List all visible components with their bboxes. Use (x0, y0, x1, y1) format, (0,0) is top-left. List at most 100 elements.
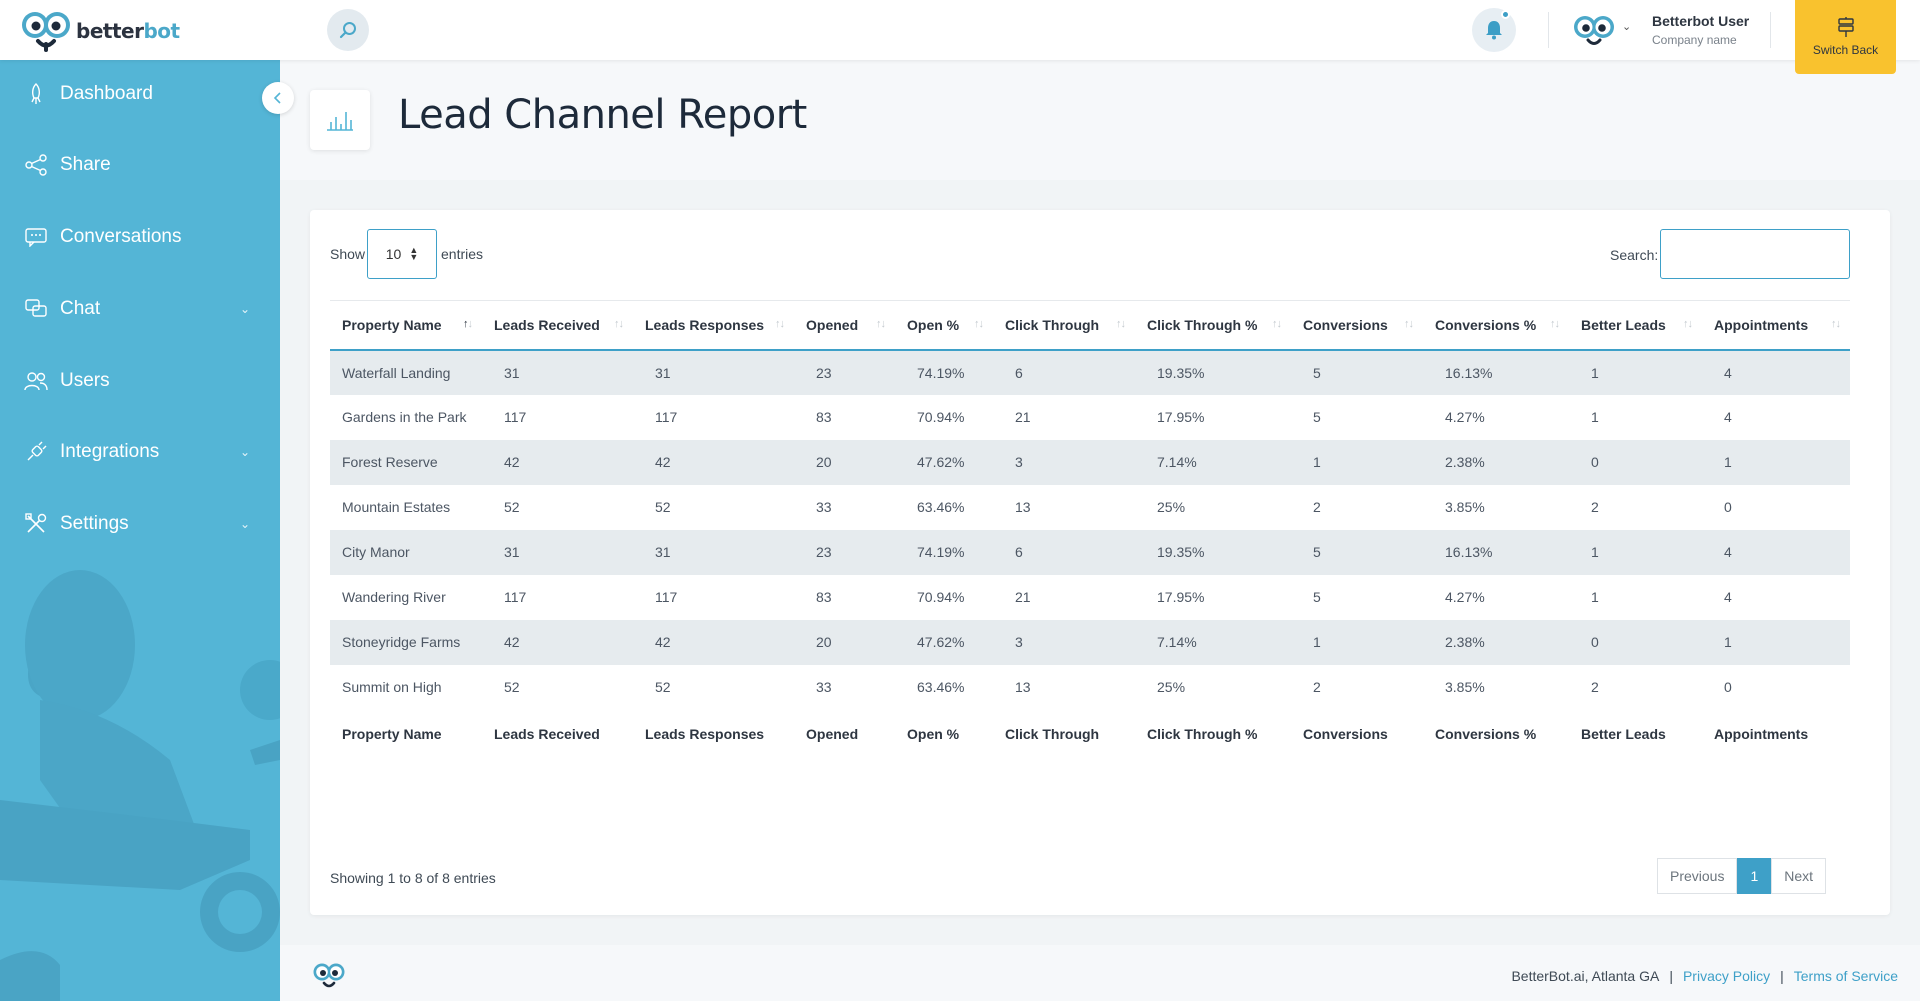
cell-opened: 33 (816, 499, 832, 515)
column-header-conversions[interactable]: Conversions ↑↓ (1291, 300, 1423, 351)
bell-icon (1486, 21, 1502, 40)
cell-click-through: 13 (1015, 679, 1031, 695)
cell-better-leads: 1 (1569, 529, 1702, 575)
pagination-next-button[interactable]: Next (1771, 858, 1827, 894)
sidebar-item-share[interactable]: Share (0, 143, 280, 187)
chevron-down-icon: ⌄ (240, 517, 251, 531)
global-search-button[interactable] (327, 9, 369, 51)
table-row: Forest Reserve 42 42 20 47.62% 3 7.14% 1… (330, 439, 1850, 485)
table-row: Mountain Estates 52 52 33 63.46% 13 25% … (330, 485, 1850, 530)
cell-leads-responses: 117 (655, 409, 678, 425)
cell-leads-responses: 31 (633, 349, 794, 395)
terms-of-service-link[interactable]: Terms of Service (1793, 968, 1898, 984)
sort-icon: ↑↓ (1550, 318, 1560, 330)
user-avatar[interactable] (1572, 10, 1616, 50)
page-title-bar (280, 60, 1920, 180)
cell-open-percent: 47.62% (895, 439, 993, 485)
cell-click-through: 21 (1015, 409, 1031, 425)
sidebar-item-label: Settings (60, 513, 129, 534)
cell-open-percent: 70.94% (917, 589, 965, 605)
pagination-page-button[interactable]: 1 (1737, 858, 1772, 894)
sidebar-item-dashboard[interactable]: Dashboard (0, 72, 280, 116)
cell-open-percent: 74.19% (895, 349, 993, 395)
column-header-click-through[interactable]: Click Through ↑↓ (993, 300, 1135, 351)
cell-leads-received: 117 (504, 589, 527, 605)
sidebar-collapse-button[interactable] (262, 82, 294, 114)
page-title: Lead Channel Report (398, 92, 807, 138)
sidebar-item-users[interactable]: Users (0, 359, 280, 403)
cell-opened: 83 (816, 589, 832, 605)
cell-opened: 83 (816, 409, 832, 425)
cell-opened: 20 (794, 439, 895, 485)
cell-conversions: 5 (1291, 529, 1423, 575)
cell-leads-responses: 52 (655, 499, 671, 515)
show-label: Show (330, 246, 366, 262)
cell-leads-received: 52 (504, 499, 520, 515)
switch-back-button[interactable]: Switch Back (1795, 0, 1896, 74)
table-footer-row: Property Name Leads Received Leads Respo… (330, 710, 1850, 758)
cell-property-name: Stoneyridge Farms (330, 619, 482, 665)
table-search-input[interactable] (1660, 229, 1850, 279)
sidebar-item-settings[interactable]: Settings ⌄ (0, 502, 280, 546)
footer-separator: | (1669, 968, 1673, 984)
column-header-conversions-percent[interactable]: Conversions % ↑↓ (1423, 300, 1569, 351)
column-header-click-through-percent[interactable]: Click Through % ↑↓ (1135, 300, 1291, 351)
cell-click-through-percent: 7.14% (1135, 439, 1291, 485)
column-header-better-leads[interactable]: Better Leads ↑↓ (1569, 300, 1702, 351)
cell-conversions-percent: 4.27% (1445, 589, 1485, 605)
cell-opened: 23 (794, 349, 895, 395)
cell-appointments: 1 (1702, 439, 1850, 485)
notifications-button[interactable] (1472, 8, 1516, 52)
message-icon (24, 225, 48, 249)
cell-appointments: 1 (1702, 619, 1850, 665)
cell-property-name: Forest Reserve (330, 439, 482, 485)
cell-better-leads: 0 (1569, 619, 1702, 665)
cell-click-through: 6 (993, 349, 1135, 395)
column-header-appointments[interactable]: Appointments ↑↓ (1702, 300, 1850, 351)
cell-better-leads: 2 (1591, 679, 1599, 695)
cell-better-leads: 0 (1569, 439, 1702, 485)
column-header-property-name[interactable]: Property Name ↑↓ (330, 300, 482, 351)
cell-leads-responses: 42 (633, 619, 794, 665)
cell-click-through: 3 (993, 619, 1135, 665)
cell-property-name: City Manor (330, 529, 482, 575)
sort-icon: ↑↓ (1831, 318, 1841, 330)
report-card: Show 10 ▲ ▼ entries Search: Property Name… (310, 210, 1890, 915)
sidebar-item-conversations[interactable]: Conversations (0, 215, 280, 259)
chevron-left-icon (273, 92, 281, 104)
cell-better-leads: 1 (1569, 349, 1702, 395)
user-menu-chevron-icon[interactable]: ⌄ (1622, 21, 1632, 33)
column-header-open-percent[interactable]: Open % ↑↓ (895, 300, 993, 351)
privacy-policy-link[interactable]: Privacy Policy (1682, 968, 1771, 984)
cell-conversions-percent: 4.27% (1445, 409, 1485, 425)
cell-appointments: 0 (1724, 499, 1732, 515)
cell-opened: 20 (794, 619, 895, 665)
chevron-down-icon: ⌄ (240, 445, 251, 459)
chevron-down-icon: ⌄ (240, 302, 251, 316)
table-row: Summit on High 52 52 33 63.46% 13 25% 2 … (330, 665, 1850, 710)
sidebar-item-integrations[interactable]: Integrations ⌄ (0, 430, 280, 474)
cell-opened: 33 (816, 679, 832, 695)
pagination-previous-button[interactable]: Previous (1657, 858, 1738, 894)
column-header-opened[interactable]: Opened ↑↓ (794, 300, 895, 351)
sort-icon: ↑↓ (1272, 318, 1282, 330)
cell-leads-responses: 31 (633, 529, 794, 575)
table-row: Waterfall Landing 31 31 23 74.19% 6 19.3… (330, 349, 1850, 395)
footer-links: BetterBot.ai, Atlanta GA | Privacy Polic… (1511, 968, 1898, 984)
sort-icon: ↑↓ (876, 318, 886, 330)
betterbot-logo[interactable]: betterbot (20, 8, 180, 54)
header-divider-2 (1770, 12, 1771, 48)
column-header-leads-received[interactable]: Leads Received ↑↓ (482, 300, 633, 351)
top-header: betterbot ⌄ Betterbot User Company name (0, 0, 1920, 74)
table-row: Stoneyridge Farms 42 42 20 47.62% 3 7.14… (330, 619, 1850, 665)
select-arrows-icon: ▲ ▼ (409, 245, 419, 262)
sidebar-item-label: Dashboard (60, 83, 153, 104)
footer-column-click-through-percent: Click Through % (1147, 725, 1258, 742)
entries-per-page-select[interactable]: 10 ▲ ▼ (367, 229, 437, 279)
cell-leads-responses: 42 (633, 439, 794, 485)
column-header-leads-responses[interactable]: Leads Responses ↑↓ (633, 300, 794, 351)
cell-leads-received: 52 (504, 679, 520, 695)
footer-column-property-name: Property Name (342, 725, 442, 742)
cell-leads-responses: 117 (655, 589, 678, 605)
sidebar-item-chat[interactable]: Chat ⌄ (0, 287, 280, 331)
